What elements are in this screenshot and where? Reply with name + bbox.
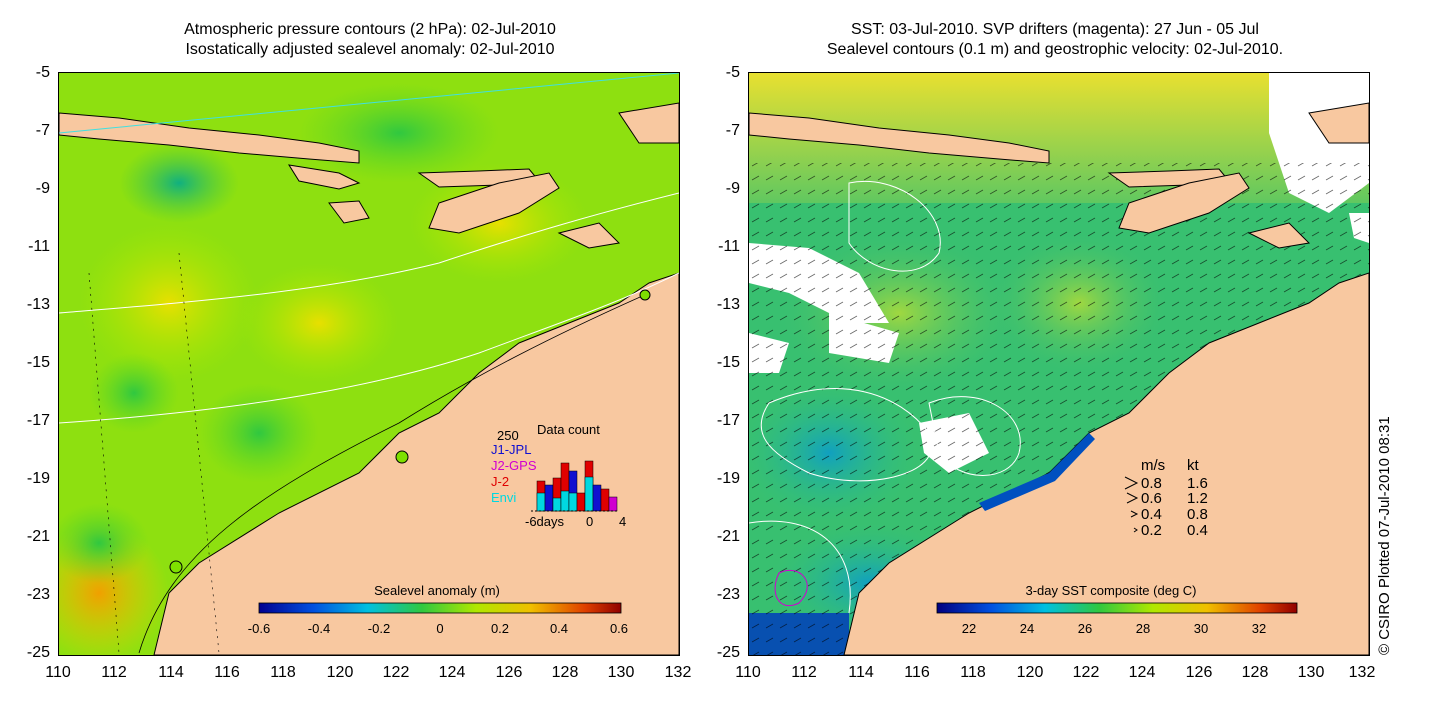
x-tick: 130 (1291, 664, 1331, 682)
station-marker (170, 561, 182, 573)
left-cb-tick: 0.6 (610, 621, 628, 636)
x-tick: 126 (489, 664, 529, 682)
velocity-kt: 0.4 (1187, 522, 1208, 539)
x-tick: 128 (1235, 664, 1275, 682)
right-map-svg: m/s kt 0.8 1.6 0.6 1.2 0.4 0.8 0.2 0.4 3… (749, 73, 1369, 655)
left-cb-tick: 0.2 (491, 621, 509, 636)
y-tick: -7 (10, 122, 50, 140)
left-cb-tick: 0.4 (550, 621, 568, 636)
x-tick: 124 (432, 664, 472, 682)
right-title-line1: SST: 03-Jul-2010. SVP drifters (magenta)… (745, 20, 1365, 40)
velocity-ms: 0.6 (1141, 490, 1162, 507)
y-tick: -13 (10, 296, 50, 314)
y-tick: -13 (700, 296, 740, 314)
velocity-ms: 0.2 (1141, 522, 1162, 539)
right-cb-tick: 30 (1194, 621, 1208, 636)
left-colorbar-label: Sealevel anomaly (m) (374, 583, 500, 598)
y-tick: -11 (700, 238, 740, 256)
right-title: SST: 03-Jul-2010. SVP drifters (magenta)… (745, 20, 1365, 60)
x-tick: 112 (784, 664, 824, 682)
y-tick: -9 (10, 180, 50, 198)
right-colorbar-label: 3-day SST composite (deg C) (1026, 583, 1197, 598)
y-tick: -25 (10, 644, 50, 662)
right-cb-tick: 22 (962, 621, 976, 636)
station-marker (640, 290, 650, 300)
right-map-panel: m/s kt 0.8 1.6 0.6 1.2 0.4 0.8 0.2 0.4 3… (748, 72, 1370, 656)
legend-envi: Envi (491, 490, 516, 505)
x-tick: 112 (94, 664, 134, 682)
left-cb-tick: -0.2 (368, 621, 390, 636)
x-tick: 122 (1066, 664, 1106, 682)
x-tick: 116 (207, 664, 247, 682)
x-tick: 110 (38, 664, 78, 682)
y-tick: -5 (700, 64, 740, 82)
y-tick: -15 (700, 354, 740, 372)
y-tick: -15 (10, 354, 50, 372)
y-tick: -25 (700, 644, 740, 662)
y-tick: -7 (700, 122, 740, 140)
x-tick: 114 (151, 664, 191, 682)
x-tick: 120 (1010, 664, 1050, 682)
data-count-axis-left: -6days (525, 514, 565, 529)
left-title: Atmospheric pressure contours (2 hPa): 0… (60, 20, 680, 60)
left-cb-tick: -0.6 (248, 621, 270, 636)
legend-j-2: J-2 (491, 474, 509, 489)
y-tick: -23 (10, 586, 50, 604)
data-count-axis-right: 4 (619, 514, 626, 529)
x-tick: 118 (263, 664, 303, 682)
right-cb-tick: 24 (1020, 621, 1034, 636)
y-tick: -23 (700, 586, 740, 604)
x-tick: 120 (320, 664, 360, 682)
x-tick: 124 (1122, 664, 1162, 682)
right-cb-tick: 28 (1136, 621, 1150, 636)
y-tick: -21 (10, 528, 50, 546)
left-cb-tick: 0 (436, 621, 443, 636)
x-tick: 110 (728, 664, 768, 682)
y-tick: -9 (700, 180, 740, 198)
y-tick: -21 (700, 528, 740, 546)
y-tick: -19 (700, 470, 740, 488)
velocity-legend-head-kt: kt (1187, 457, 1200, 474)
station-marker (396, 451, 408, 463)
credit-text: © CSIRO Plotted 07-Jul-2010 08:31 (1376, 416, 1393, 655)
legend-j2-gps: J2-GPS (491, 458, 537, 473)
velocity-ms: 0.4 (1141, 506, 1162, 523)
x-tick: 128 (545, 664, 585, 682)
right-title-line2: Sealevel contours (0.1 m) and geostrophi… (745, 40, 1365, 60)
x-tick: 122 (376, 664, 416, 682)
x-tick: 116 (897, 664, 937, 682)
left-title-line2: Isostatically adjusted sealevel anomaly:… (60, 40, 680, 60)
left-map-panel: Data count 250 J1-JPL J2-GPS J-2 Envi -6… (58, 72, 680, 656)
y-tick: -17 (700, 412, 740, 430)
data-count-title: Data count (537, 422, 600, 437)
y-tick: -19 (10, 470, 50, 488)
velocity-kt: 1.2 (1187, 490, 1208, 507)
right-cb-tick: 32 (1252, 621, 1266, 636)
data-count-axis-mid: 0 (586, 514, 593, 529)
velocity-legend-head-ms: m/s (1141, 457, 1165, 474)
left-title-line1: Atmospheric pressure contours (2 hPa): 0… (60, 20, 680, 40)
x-tick: 114 (841, 664, 881, 682)
left-map-svg: Data count 250 J1-JPL J2-GPS J-2 Envi -6… (59, 73, 679, 655)
x-tick: 130 (601, 664, 641, 682)
x-tick: 118 (953, 664, 993, 682)
data-count-max: 250 (497, 428, 519, 443)
velocity-kt: 0.8 (1187, 506, 1208, 523)
x-tick: 132 (1342, 664, 1382, 682)
x-tick: 132 (658, 664, 698, 682)
right-cb-tick: 26 (1078, 621, 1092, 636)
x-tick: 126 (1179, 664, 1219, 682)
y-tick: -11 (10, 238, 50, 256)
y-tick: -17 (10, 412, 50, 430)
left-cb-tick: -0.4 (308, 621, 330, 636)
legend-j1-jpl: J1-JPL (491, 442, 531, 457)
y-tick: -5 (10, 64, 50, 82)
